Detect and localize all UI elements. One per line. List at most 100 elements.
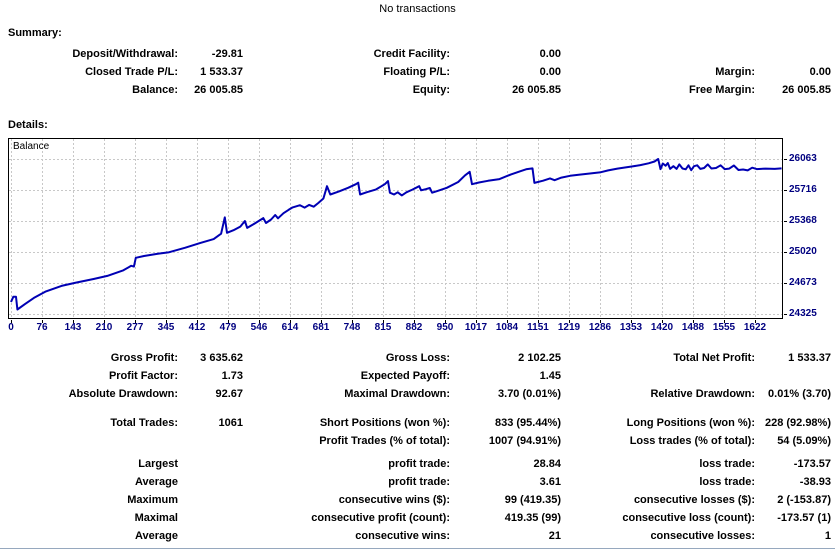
stat-value: 419.35 (99) bbox=[504, 512, 561, 524]
x-axis-tick-label: 277 bbox=[126, 322, 144, 333]
stat-value: 1 533.37 bbox=[200, 66, 243, 78]
y-axis-tick-mark bbox=[784, 221, 787, 222]
x-axis-tick-label: 1084 bbox=[495, 322, 519, 333]
x-axis-tick-label: 681 bbox=[312, 322, 330, 333]
balance-chart-canvas bbox=[9, 139, 782, 318]
stat-value: 228 (92.98%) bbox=[764, 417, 831, 429]
stat-label: Gross Loss: bbox=[385, 352, 450, 364]
stat-value: 1061 bbox=[218, 417, 243, 429]
x-axis-tick-mark bbox=[476, 320, 477, 323]
stat-label: profit trade: bbox=[388, 458, 450, 470]
x-axis-tick-mark bbox=[290, 320, 291, 323]
stat-label: consecutive losses: bbox=[650, 530, 755, 542]
stat-value: 28.84 bbox=[533, 458, 561, 470]
stat-label: consecutive wins ($): bbox=[338, 494, 450, 506]
x-axis-tick-label: 748 bbox=[343, 322, 361, 333]
stats-table-profit: Gross Profit: 3 635.62 Gross Loss: 2 102… bbox=[0, 349, 831, 403]
stat-label bbox=[561, 367, 755, 385]
x-axis-tick-label: 345 bbox=[157, 322, 175, 333]
stat-label: Short Positions (won %): bbox=[319, 417, 450, 429]
x-axis-tick-mark bbox=[352, 320, 353, 323]
stat-value: 1 533.37 bbox=[788, 352, 831, 364]
balance-chart: Balance bbox=[8, 138, 783, 319]
y-axis-tick-mark bbox=[784, 314, 787, 315]
x-axis-tick-mark bbox=[724, 320, 725, 323]
stat-label: Margin: bbox=[715, 66, 755, 78]
stat-value: 1 bbox=[824, 530, 831, 542]
x-axis-tick-label: 1017 bbox=[464, 322, 488, 333]
stat-value: -173.57 (1) bbox=[777, 512, 831, 524]
stat-label: Largest bbox=[138, 458, 178, 470]
stat-value: 26 005.85 bbox=[512, 84, 561, 96]
stat-label: Absolute Drawdown: bbox=[68, 388, 178, 400]
x-axis-tick-label: 412 bbox=[188, 322, 206, 333]
stat-value: 2 (-153.87) bbox=[777, 494, 831, 506]
x-axis-tick-mark bbox=[383, 320, 384, 323]
stat-label: Average bbox=[134, 476, 178, 488]
y-axis-tick-mark bbox=[784, 252, 787, 253]
x-axis-tick-label: 1488 bbox=[681, 322, 705, 333]
page-title: No transactions bbox=[379, 3, 456, 15]
stat-value: 0.01% (3.70) bbox=[768, 388, 831, 400]
x-axis-tick-label: 614 bbox=[281, 322, 299, 333]
stat-label: loss trade: bbox=[699, 476, 755, 488]
stat-label: consecutive profit (count): bbox=[311, 512, 450, 524]
stat-label: consecutive loss (count): bbox=[622, 512, 755, 524]
stat-label: Credit Facility: bbox=[373, 48, 450, 60]
x-axis-tick-mark bbox=[73, 320, 74, 323]
y-axis-tick-label: 26063 bbox=[789, 153, 817, 164]
stat-value: 1.73 bbox=[221, 370, 243, 382]
stat-value: -29.81 bbox=[211, 48, 243, 60]
stat-label: Balance: bbox=[132, 84, 178, 96]
stat-value: 3.70 (0.01%) bbox=[498, 388, 561, 400]
stat-label: Relative Drawdown: bbox=[650, 388, 755, 400]
x-axis-tick-mark bbox=[135, 320, 136, 323]
x-axis-tick-mark bbox=[166, 320, 167, 323]
stat-label: Total Net Profit: bbox=[673, 352, 755, 364]
stat-label: Expected Payoff: bbox=[360, 370, 450, 382]
stat-label: Equity: bbox=[412, 84, 450, 96]
stat-label: Maximal bbox=[134, 512, 178, 524]
x-axis-tick-mark bbox=[321, 320, 322, 323]
x-axis-tick-label: 1622 bbox=[743, 322, 767, 333]
y-axis-tick-mark bbox=[784, 190, 787, 191]
x-axis-tick-mark bbox=[104, 320, 105, 323]
stat-value: 833 (95.44%) bbox=[494, 417, 561, 429]
x-axis-tick-mark bbox=[569, 320, 570, 323]
x-axis-tick-mark bbox=[445, 320, 446, 323]
stat-value: 26 005.85 bbox=[782, 84, 831, 96]
stat-value bbox=[178, 455, 243, 473]
x-axis-tick-label: 815 bbox=[374, 322, 392, 333]
x-axis-tick-mark bbox=[11, 320, 12, 323]
x-axis-tick-mark bbox=[42, 320, 43, 323]
stat-value: 1007 (94.91%) bbox=[488, 435, 561, 447]
stat-label: Long Positions (won %): bbox=[626, 417, 755, 429]
stat-label: Free Margin: bbox=[688, 84, 755, 96]
y-axis-tick-label: 24325 bbox=[789, 308, 817, 319]
stat-value bbox=[755, 45, 831, 63]
stat-value: 0.00 bbox=[539, 66, 561, 78]
x-axis-tick-mark bbox=[662, 320, 663, 323]
stat-label: Profit Trades (% of total): bbox=[319, 435, 450, 447]
stat-value: -173.57 bbox=[793, 458, 831, 470]
x-axis-tick-mark bbox=[507, 320, 508, 323]
stat-value: 21 bbox=[548, 530, 561, 542]
bottom-divider bbox=[0, 548, 835, 549]
y-axis-tick-label: 24673 bbox=[789, 277, 817, 288]
stat-value bbox=[178, 473, 243, 491]
x-axis-tick-label: 1219 bbox=[557, 322, 581, 333]
stat-value: 2 102.25 bbox=[518, 352, 561, 364]
details-heading: Details: bbox=[8, 119, 48, 131]
x-axis-tick-mark bbox=[693, 320, 694, 323]
stat-label: loss trade: bbox=[699, 458, 755, 470]
stats-table-trades: Total Trades: 1061 Short Positions (won … bbox=[0, 414, 831, 450]
stat-label: Deposit/Withdrawal: bbox=[72, 48, 178, 60]
stat-value: 99 (419.35) bbox=[504, 494, 561, 506]
x-axis-tick-label: 1555 bbox=[712, 322, 736, 333]
x-axis-tick-label: 143 bbox=[64, 322, 82, 333]
x-axis-tick-mark bbox=[755, 320, 756, 323]
stat-value: 92.67 bbox=[215, 388, 243, 400]
stat-value: 54 (5.09%) bbox=[777, 435, 831, 447]
x-axis-tick-mark bbox=[631, 320, 632, 323]
